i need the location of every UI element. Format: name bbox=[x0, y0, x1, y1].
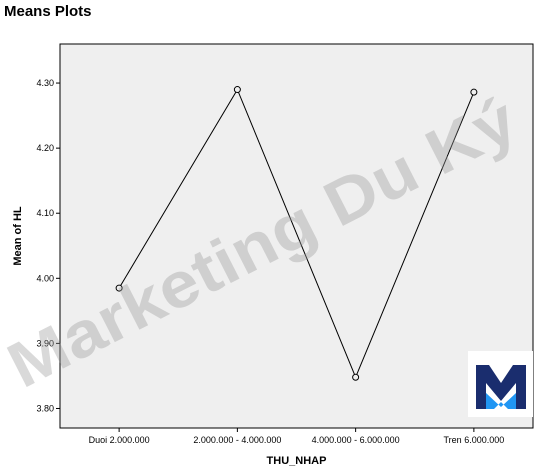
y-axis-title: Mean of HL bbox=[12, 206, 24, 266]
data-point bbox=[352, 373, 360, 381]
y-tick-label: 3.90 bbox=[36, 338, 54, 348]
y-axis: 3.80 3.90 4.00 4.10 4.20 4.30 bbox=[36, 78, 60, 413]
y-tick-label: 3.80 bbox=[36, 403, 54, 413]
series-layer bbox=[115, 86, 478, 381]
page-title: Means Plots bbox=[4, 3, 92, 20]
logo-m-dark bbox=[476, 365, 526, 409]
x-axis: Duoi 2.000.000 2.000.000 - 4.000.000 4.000… bbox=[89, 428, 505, 445]
data-point bbox=[470, 88, 478, 96]
plot-area bbox=[59, 43, 534, 429]
x-tick-label: 2.000.000 - 4.000.000 bbox=[193, 435, 281, 445]
series-line bbox=[118, 88, 475, 379]
data-point bbox=[115, 284, 123, 292]
y-tick-label: 4.30 bbox=[36, 78, 54, 88]
x-tick-label: 4.000.000 - 6.000.000 bbox=[312, 435, 400, 445]
y-tick-label: 4.00 bbox=[36, 273, 54, 283]
x-tick-label: Tren 6.000.000 bbox=[444, 435, 505, 445]
x-tick-label: Duoi 2.000.000 bbox=[89, 435, 150, 445]
data-point bbox=[233, 86, 241, 94]
logo-m-light bbox=[486, 393, 516, 409]
y-tick-label: 4.20 bbox=[36, 143, 54, 153]
x-axis-title: THU_NHAP bbox=[267, 455, 327, 467]
marketing-du-ky-logo bbox=[468, 351, 533, 417]
y-tick-label: 4.10 bbox=[36, 208, 54, 218]
